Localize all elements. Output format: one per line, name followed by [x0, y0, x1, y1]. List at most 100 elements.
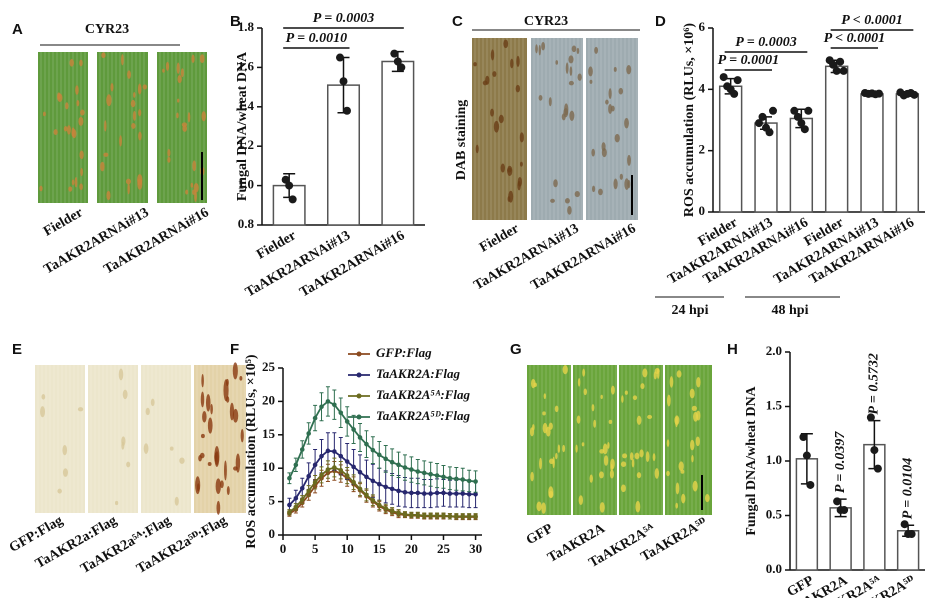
series-marker: [447, 513, 453, 519]
series-marker: [447, 475, 453, 481]
data-point: [804, 106, 813, 115]
series-marker: [312, 462, 318, 468]
y-tick-label: 1.6: [238, 58, 255, 73]
series-marker: [325, 448, 331, 454]
lesion: [548, 486, 554, 498]
y-tick-label: 25: [262, 359, 276, 374]
series-marker: [396, 488, 401, 494]
lesion: [565, 62, 569, 75]
lesion: [240, 428, 244, 443]
lesion: [598, 188, 603, 196]
lesion: [78, 116, 84, 126]
lesion: [200, 391, 205, 408]
lesion: [568, 55, 574, 64]
lesion: [490, 108, 494, 117]
lesion: [600, 394, 603, 400]
series-marker: [376, 481, 382, 487]
lesion: [138, 109, 142, 117]
lesion: [239, 375, 243, 381]
series-marker: [441, 513, 446, 518]
series-marker: [454, 513, 459, 519]
leaf-image: [88, 365, 138, 513]
lesion: [629, 452, 634, 461]
lesion: [76, 99, 80, 107]
lesion: [519, 161, 523, 167]
series-marker: [434, 513, 440, 518]
lesion: [555, 452, 558, 460]
lesion: [121, 436, 126, 446]
data-point: [755, 119, 763, 128]
lesion: [507, 196, 511, 202]
data-point: [288, 195, 297, 204]
lesion: [583, 388, 588, 396]
lesion: [79, 59, 83, 67]
series-marker: [332, 402, 337, 408]
data-point: [866, 413, 875, 422]
lesion: [624, 390, 628, 395]
series-marker: [428, 513, 433, 518]
series-marker: [409, 467, 414, 472]
series-marker: [428, 471, 433, 477]
lesion: [639, 449, 644, 458]
data-point: [802, 451, 811, 460]
series-marker: [319, 472, 324, 478]
y-axis-label: ROS accumulation (RLUs, ×10⁶): [682, 23, 697, 218]
lesion: [39, 185, 43, 192]
lesion: [475, 144, 479, 154]
series-marker: [447, 491, 453, 496]
data-point: [836, 57, 845, 66]
series-marker: [376, 452, 382, 458]
lesion: [693, 411, 699, 422]
series-marker: [466, 491, 472, 497]
lesion: [692, 480, 698, 492]
lesion: [695, 436, 700, 447]
lesion: [591, 148, 596, 157]
legend-label: TaAKR2A⁵ᴬ:Flag: [376, 387, 470, 402]
lesion: [627, 179, 631, 189]
lesion: [621, 395, 624, 403]
lesion: [130, 99, 136, 108]
lesion: [608, 88, 612, 100]
lesion: [194, 190, 197, 202]
data-point: [285, 181, 294, 190]
y-axis-label: Fungal DNA/wheat DNA: [744, 385, 759, 535]
data-point: [800, 125, 809, 134]
series-marker: [434, 490, 440, 496]
x-tick-label: 0: [280, 541, 287, 556]
lesion: [593, 419, 597, 428]
p-value: P = 0.0003: [313, 11, 375, 26]
series-marker: [396, 510, 401, 516]
lesion: [68, 186, 73, 192]
lesion: [162, 68, 165, 73]
lesion: [517, 180, 521, 191]
lesion: [66, 125, 71, 135]
lesion: [79, 150, 84, 160]
lesion: [103, 152, 109, 157]
y-tick-label: 20: [262, 392, 275, 407]
lesion: [691, 405, 697, 412]
series-marker: [312, 415, 318, 421]
lesion: [681, 493, 686, 504]
lesion: [145, 407, 150, 416]
series-marker: [306, 488, 311, 494]
lesion: [199, 54, 205, 64]
series-marker: [383, 505, 389, 511]
y-tick-label: 5: [269, 493, 276, 508]
series-marker: [287, 502, 292, 508]
lesion: [137, 83, 142, 95]
bar: [381, 60, 415, 226]
lesion: [691, 455, 694, 463]
lesion: [500, 163, 506, 173]
lesion: [591, 404, 595, 412]
data-point: [840, 506, 849, 515]
lesion: [63, 126, 68, 132]
y-tick-label: 0.0: [766, 561, 782, 576]
lesion: [74, 176, 78, 188]
series-marker: [389, 508, 395, 514]
lesion: [645, 451, 650, 463]
lesion: [75, 85, 79, 95]
y-tick-label: 0: [699, 203, 706, 218]
y-tick-label: 2: [699, 142, 706, 157]
lesion: [539, 457, 542, 470]
lesion: [557, 444, 561, 453]
